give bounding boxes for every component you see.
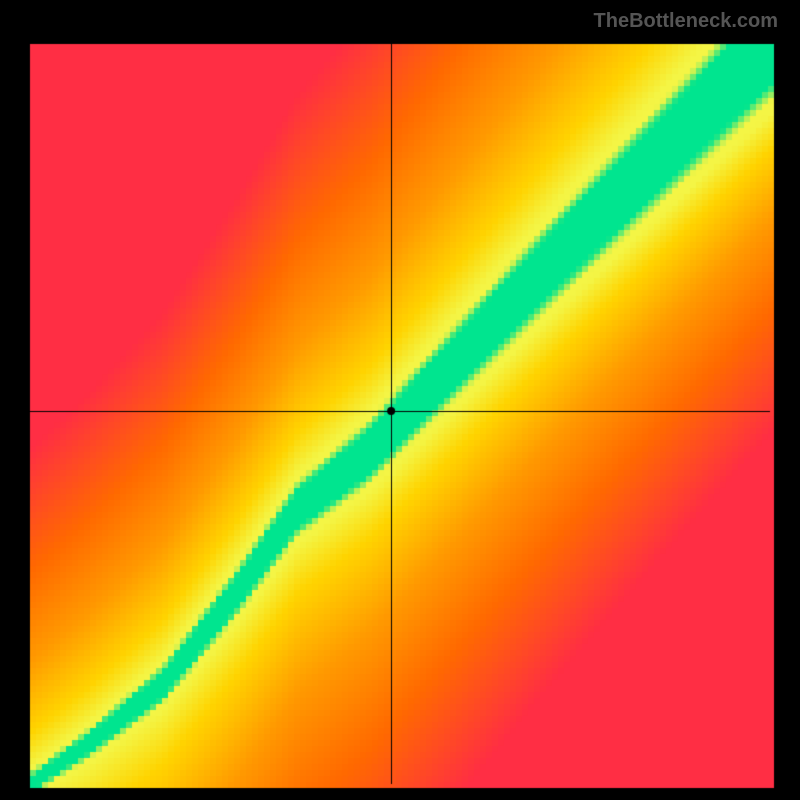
attribution-label: TheBottleneck.com [594, 10, 778, 33]
chart-container: TheBottleneck.com [0, 0, 800, 800]
heatmap-canvas [0, 0, 800, 800]
